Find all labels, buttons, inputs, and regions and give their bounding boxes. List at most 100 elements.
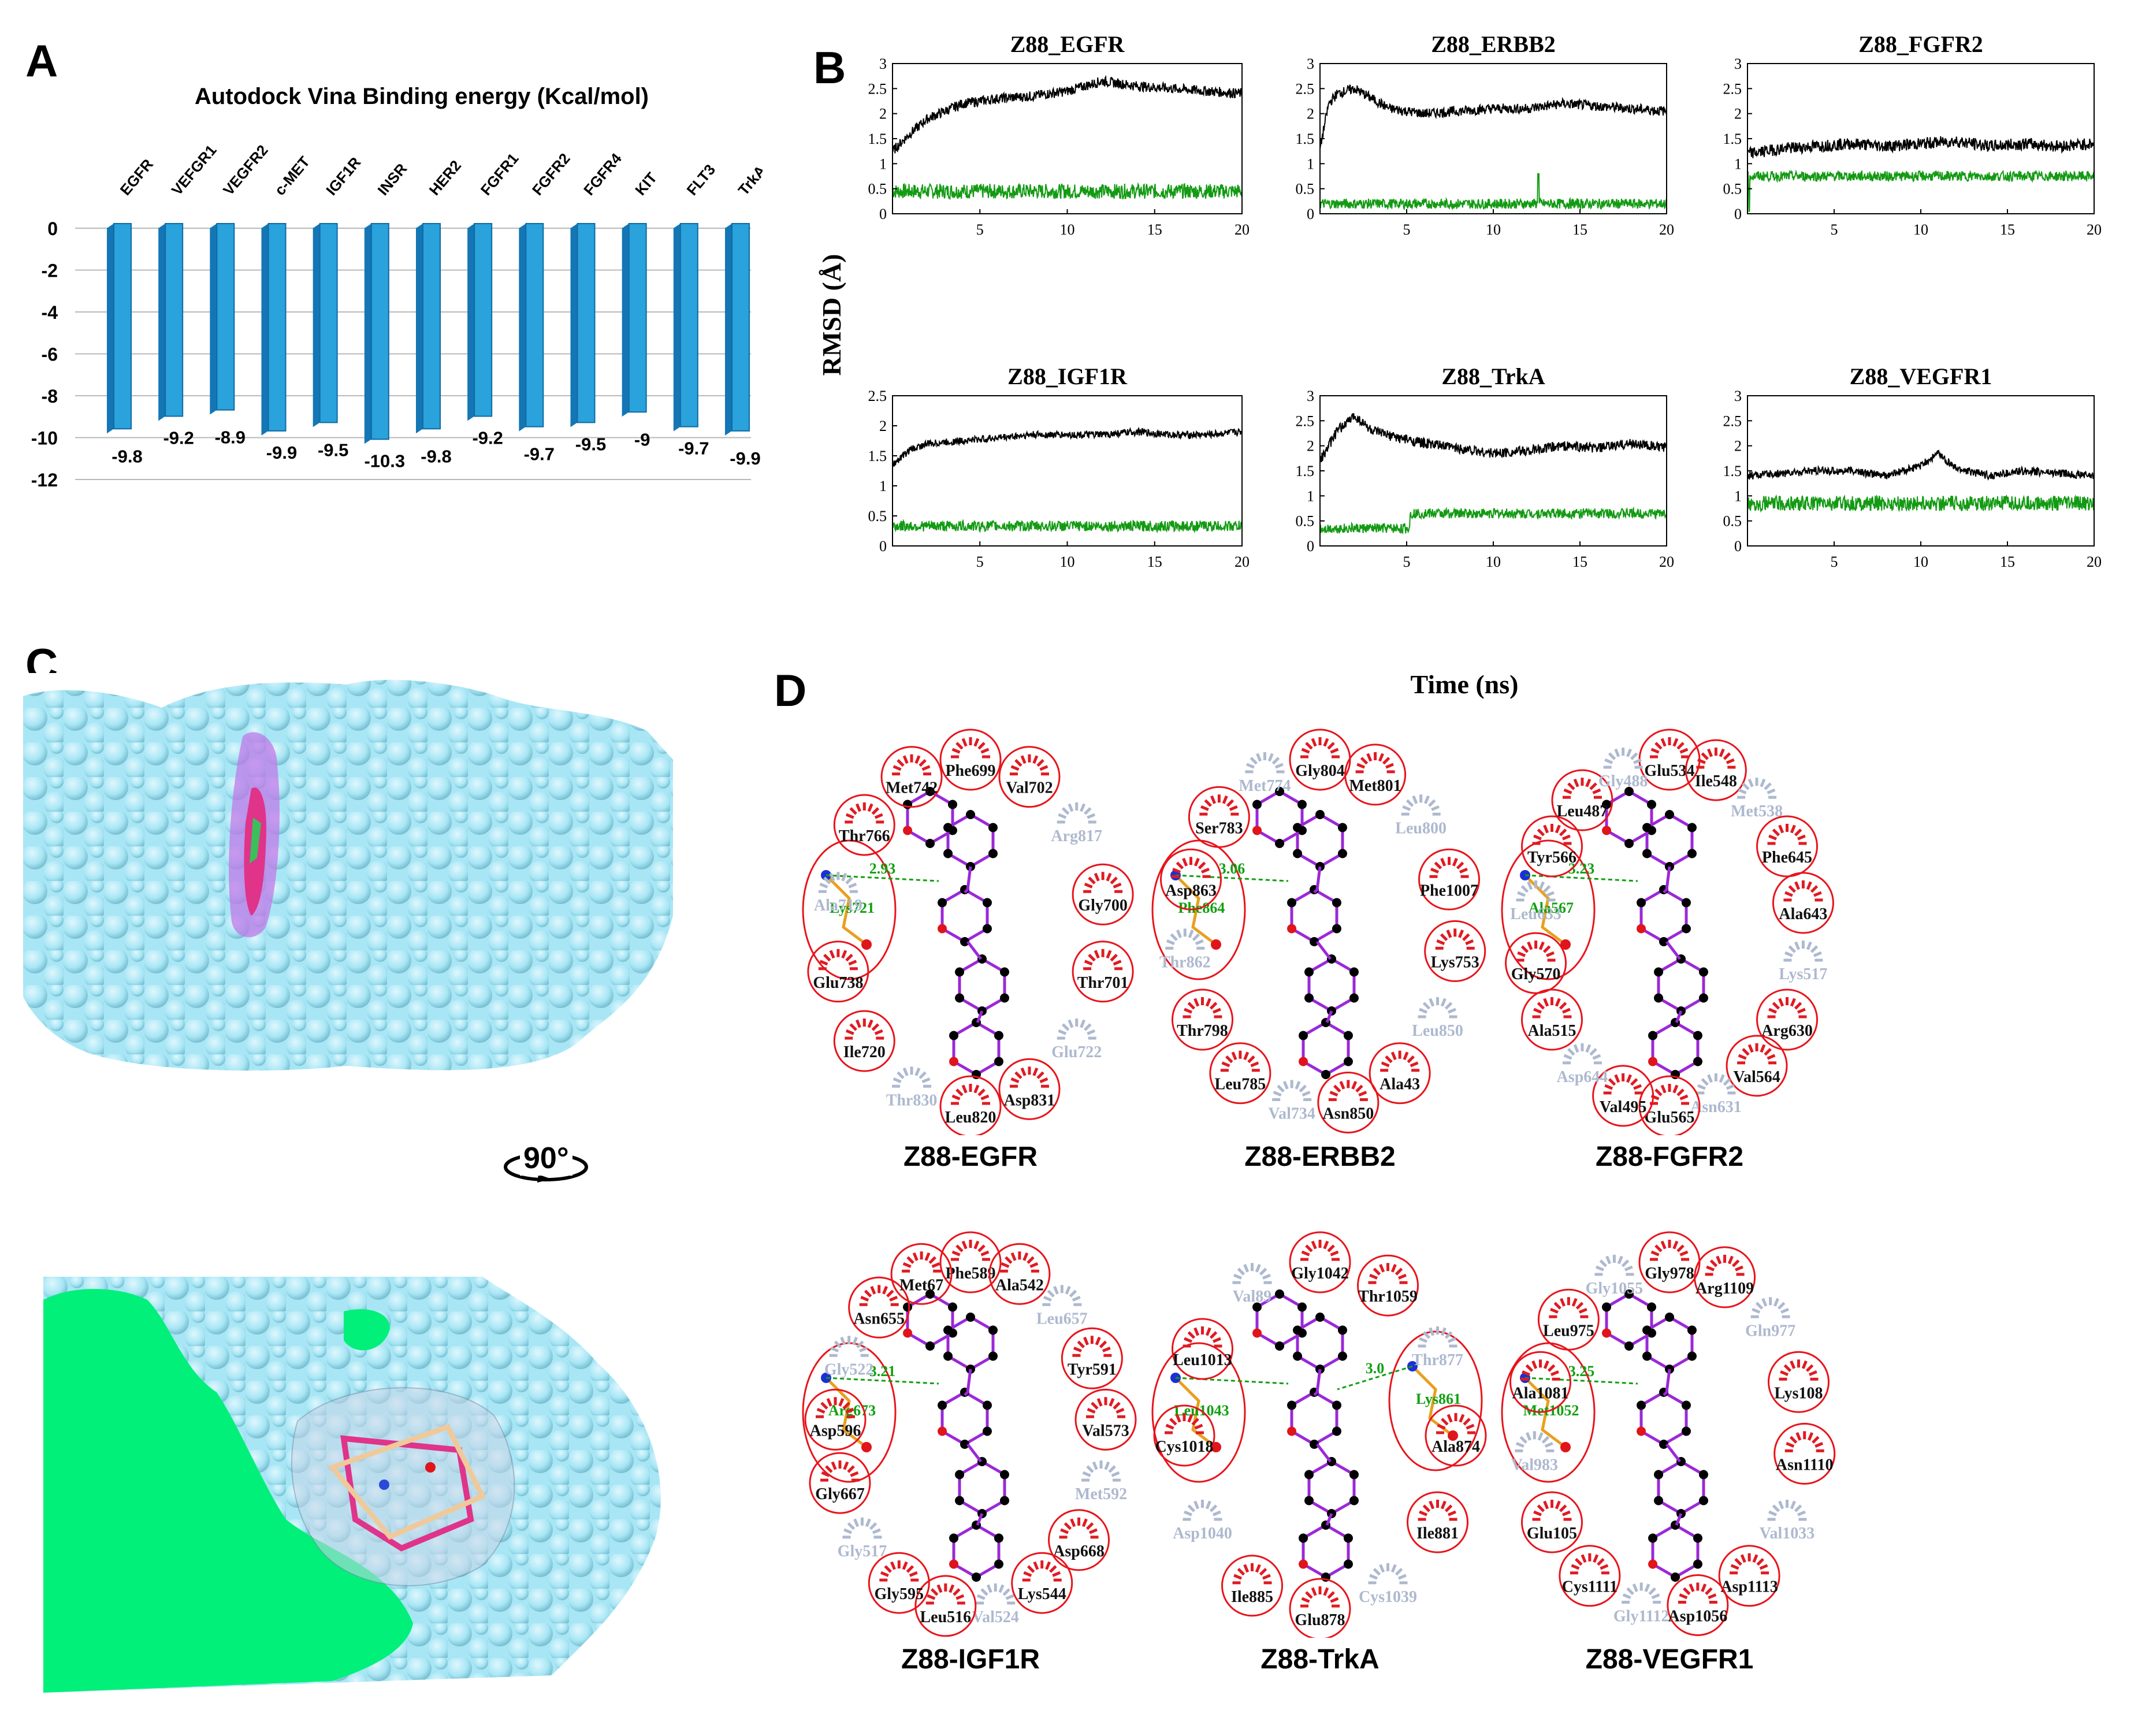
bond [1325,1513,1333,1526]
x-tick-label: 15 [2000,221,2015,238]
contact-arc [845,813,854,819]
atom [1299,1031,1308,1040]
contact-arc [823,953,831,962]
contact-arc [902,1561,908,1570]
residue-label: Met67 [899,1276,943,1294]
contact-arc [841,872,847,882]
ring [940,1391,989,1446]
atom [1297,1302,1307,1312]
interaction-map-caption: Z88-EGFR [903,1142,1038,1172]
atom [1293,1351,1303,1361]
contact-arc [1562,834,1571,841]
contact-arc [1423,795,1430,804]
atom [1646,1302,1656,1312]
value-label: -9.8 [111,446,142,466]
contact-arc [919,1071,927,1079]
residue-label: Arg817 [1051,827,1102,845]
contact-arc [1742,782,1750,790]
atom [1659,937,1668,946]
contact-circle [914,1575,977,1637]
x-tick-label: 10 [1060,553,1075,570]
contact-arc [1466,1423,1475,1430]
category-label: FGFR2 [529,150,574,199]
rotation-indicator: 90° [497,1141,595,1193]
y-tick-label: 2 [1734,438,1742,455]
contact-arc [1624,1265,1633,1272]
atom [1654,1496,1664,1505]
y-tick-label: -10 [31,428,58,449]
residue-label: Ile885 [1231,1588,1273,1606]
contact-arc [1187,1504,1196,1512]
hbond-line [826,874,939,882]
contact-arc [1563,1054,1572,1060]
contact-residue: Ala874 [1425,1404,1487,1467]
contact-arc [1790,998,1796,1007]
value-label: -9.2 [163,428,194,448]
contact-arc [1809,1370,1817,1376]
y-tick-label: 3 [1307,55,1314,72]
contact-residue: Val702 [998,746,1061,808]
atom [1321,1070,1330,1079]
contact-arc [973,1084,980,1094]
atom [1671,1573,1680,1582]
hbond-distance: 3.25 [1568,1363,1595,1380]
ligand-skeleton [1252,787,1359,1079]
contact-arc [1080,1019,1086,1028]
bar-face [577,223,596,423]
contact-arc [1176,929,1182,938]
residue-label: Val702 [1006,779,1053,797]
contact-residue: Leu633 [1510,880,1561,923]
atom [1315,810,1325,819]
contact-arc [1772,1504,1780,1512]
contact-arc [1327,1244,1335,1252]
contact-arc [1327,1591,1335,1599]
contact-arc [820,1402,828,1410]
contact-arc [1225,1055,1233,1064]
atom [1665,1313,1674,1322]
contact-arc [928,1256,936,1264]
contact-arc [1282,1081,1289,1090]
y-tick-label: 0.5 [868,508,887,525]
contact-circle [1667,1574,1729,1636]
atom [1275,839,1284,848]
residue-label: Asp644 [1557,1068,1608,1086]
hbond-line [1337,1365,1413,1391]
contact-arc [1329,1091,1338,1097]
contact-arc [1029,1262,1039,1268]
contact-circle [1171,988,1233,1051]
contact-arc [1187,1414,1193,1423]
contact-arc [1701,1078,1709,1086]
contact-circle [868,1552,930,1614]
contact-arc [1599,1259,1608,1267]
contact-arc [1058,1029,1067,1035]
atom [1293,849,1303,858]
bond [966,1443,982,1463]
contact-arc [1237,1567,1245,1576]
contact-arc [1099,1340,1107,1348]
contact-residue: Gly595 [868,1552,930,1614]
contact-arc [1654,1088,1663,1096]
contact-arc [855,1019,861,1028]
contact-arc [1087,1407,1096,1414]
atom [982,924,992,934]
contact-circle [988,1243,1051,1305]
contact-arc [1434,861,1442,869]
contact-arc [1005,1256,1013,1264]
hbond-residue: Ala567 [1529,899,1574,916]
contact-arc [1360,757,1369,765]
residue-label: Lys753 [1431,953,1479,971]
bond [1325,1010,1333,1023]
contact-arc [1759,1564,1768,1570]
contact-arc [1032,755,1039,764]
contact-residue: Glu105 [1520,1491,1583,1553]
contact-arc [1233,1273,1242,1280]
contact-arc [924,1252,931,1261]
residue-label: Asn655 [853,1310,905,1328]
contact-arc [870,1285,876,1295]
contact-residue: Thr877 [1412,1326,1463,1369]
y-tick-label: 2 [1734,106,1742,122]
x-tick-label: 10 [1913,553,1928,570]
contact-arc [1543,998,1549,1007]
contact-residue: Glu738 [807,941,869,1003]
residue-label: Gly804 [1295,762,1345,780]
